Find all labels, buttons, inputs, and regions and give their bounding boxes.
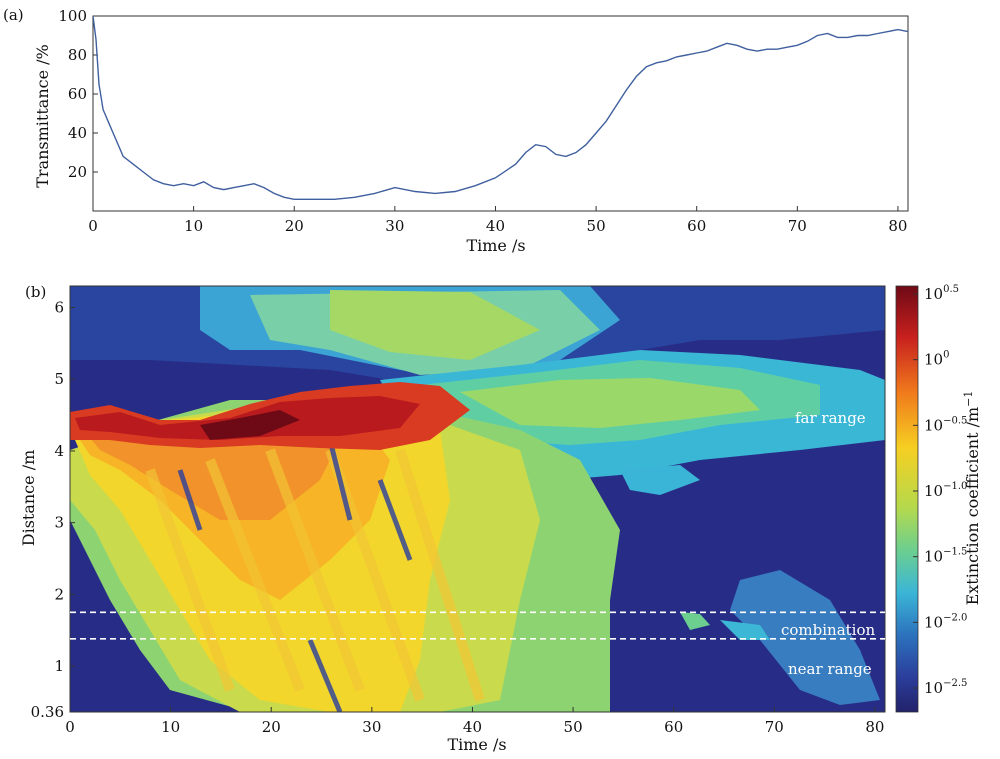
panel-b-x-axis-label: Time /s bbox=[447, 735, 506, 754]
panel-a-x-tick-label: 10 bbox=[184, 217, 203, 235]
panel-b-y-tick-label: 1 bbox=[54, 657, 64, 675]
panel-a-y-tick-label: 20 bbox=[68, 163, 87, 181]
panel-a-y-tick-label: 40 bbox=[68, 124, 87, 142]
panel-a-frame bbox=[92, 15, 909, 212]
panel-b-y-tick-label: 2 bbox=[54, 585, 64, 603]
panel-b-y-ticks: 0.36 1 2 3 4 5 6 bbox=[31, 299, 75, 721]
colorbar-tick-label: 10−0.5 bbox=[924, 415, 967, 434]
panel-a-x-tick-label: 70 bbox=[788, 217, 807, 235]
colorbar-tick-label: 100 bbox=[924, 350, 949, 369]
panel-b-x-tick-label: 0 bbox=[65, 718, 75, 736]
colorbar-tick-label: 10−2.5 bbox=[924, 678, 967, 697]
combination-annotation: combination bbox=[781, 621, 876, 639]
panel-b-x-ticks: 0 10 20 30 40 50 60 70 80 bbox=[65, 707, 884, 736]
colorbar-tick-label: 10−2.0 bbox=[924, 612, 967, 631]
far-range-annotation: far range bbox=[795, 409, 866, 427]
panel-a-x-tick-label: 20 bbox=[285, 217, 304, 235]
panel-a-x-axis-label: Time /s bbox=[466, 236, 525, 255]
panel-a: (a) 0 10 20 30 40 50 60 70 80 20 40 60 80 100 Time /… bbox=[3, 6, 909, 255]
panel-b-y-tick-label: 4 bbox=[54, 442, 64, 460]
panel-a-x-tick-label: 60 bbox=[687, 217, 706, 235]
panel-a-y-axis-label: Transmittance /% bbox=[33, 44, 52, 187]
panel-b-label: (b) bbox=[25, 283, 46, 301]
panel-b-y-axis-label: Distance /m bbox=[19, 450, 38, 547]
heatmap bbox=[70, 286, 885, 712]
panel-a-x-tick-label: 0 bbox=[88, 217, 98, 235]
panel-a-y-tick-label: 60 bbox=[68, 85, 87, 103]
colorbar-ticks: 100.5 100 10−0.5 10−1.0 10−1.5 10−2.0 10−2.5 bbox=[913, 284, 967, 697]
panel-a-y-tick-label: 80 bbox=[68, 46, 87, 64]
panel-b-y-tick-label: 5 bbox=[54, 370, 64, 388]
near-range-annotation: near range bbox=[788, 660, 872, 678]
panel-a-x-tick-label: 30 bbox=[385, 217, 404, 235]
panel-b-y-tick-label: 0.36 bbox=[31, 703, 64, 721]
panel-b-y-tick-label: 6 bbox=[54, 299, 64, 317]
panel-a-x-tick-label: 80 bbox=[888, 217, 907, 235]
panel-a-x-tick-label: 50 bbox=[587, 217, 606, 235]
colorbar-tick-label: 10−1.0 bbox=[924, 481, 967, 500]
colorbar-label: Extinction coefficient /m−1 bbox=[962, 391, 982, 606]
panel-b-x-tick-label: 20 bbox=[262, 718, 281, 736]
panel-a-x-tick-label: 40 bbox=[486, 217, 505, 235]
panel-b-x-tick-label: 80 bbox=[865, 718, 884, 736]
colorbar bbox=[895, 285, 919, 713]
colorbar-label-exponent: −1 bbox=[962, 391, 975, 407]
colorbar-tick-label: 100.5 bbox=[924, 284, 959, 303]
panel-b-x-tick-label: 60 bbox=[664, 718, 683, 736]
panel-b-x-tick-label: 40 bbox=[463, 718, 482, 736]
panel-b-x-tick-label: 50 bbox=[564, 718, 583, 736]
transmittance-line bbox=[93, 16, 908, 200]
panel-b-x-tick-label: 70 bbox=[765, 718, 784, 736]
colorbar-label-text: Extinction coefficient /m bbox=[963, 407, 982, 606]
panel-a-y-tick-label: 100 bbox=[58, 7, 87, 25]
panel-a-x-ticks: 0 10 20 30 40 50 60 70 80 bbox=[88, 206, 907, 235]
panel-b-x-tick-label: 30 bbox=[362, 718, 381, 736]
panel-b-y-tick-label: 3 bbox=[54, 514, 64, 532]
panel-a-label: (a) bbox=[3, 6, 24, 24]
panel-a-y-ticks: 20 40 60 80 100 bbox=[58, 7, 98, 181]
panel-b-frame bbox=[69, 285, 886, 713]
panel-b-x-tick-label: 10 bbox=[161, 718, 180, 736]
panel-b: (b) bbox=[19, 283, 982, 754]
colorbar-tick-label: 10−1.5 bbox=[924, 547, 967, 566]
